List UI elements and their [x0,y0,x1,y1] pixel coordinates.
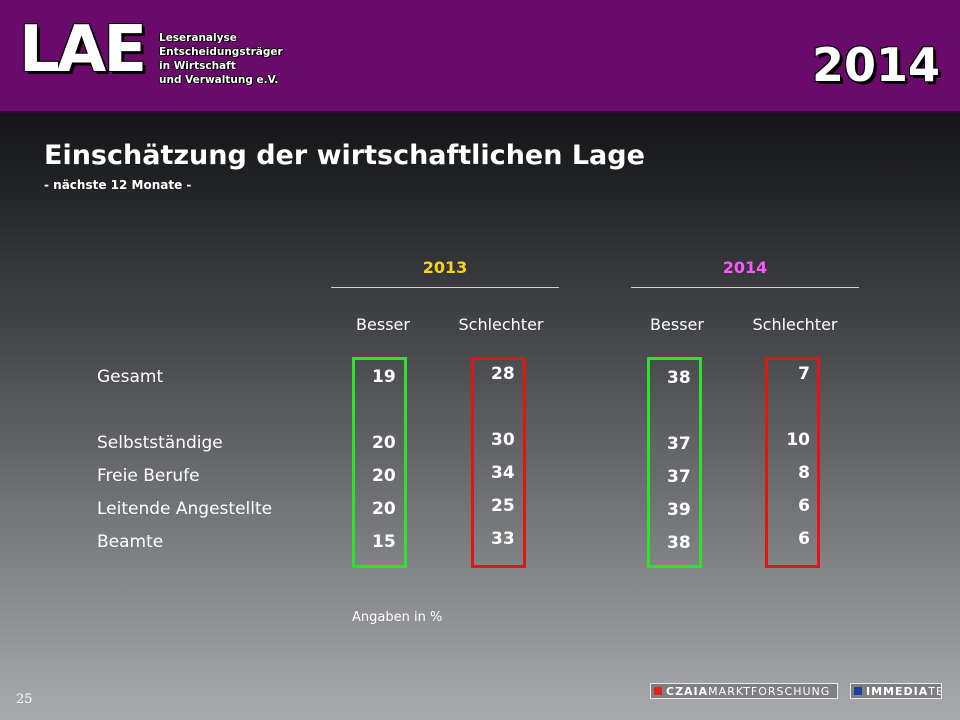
value-cell: 39 [667,500,691,520]
value-cell: 34 [491,463,515,483]
value-cell: 8 [798,463,810,483]
row-label-beamte: Beamte [97,532,164,552]
value-cell: 38 [667,533,691,553]
value-cell: 20 [372,433,396,453]
column-box-schlechter-2013 [471,357,526,568]
page-number: 25 [16,692,33,707]
value-cell: 37 [667,434,691,454]
column-box-besser-2014 [647,357,702,568]
group-underline-2014 [631,287,859,288]
value-cell: 15 [372,532,396,552]
immediate-square-icon [854,687,862,695]
column-box-schlechter-2014 [765,357,820,568]
immediate-logo: IMMEDIATE [850,683,942,699]
col-header-schlechter-2013: Schlechter [458,315,544,334]
group-underline-2013 [331,287,559,288]
column-box-besser-2013 [352,357,407,568]
row-label-freie-berufe: Freie Berufe [97,466,200,486]
row-label-leitende-angestellte: Leitende Angestellte [97,499,273,519]
row-label-selbststaendige: Selbstständige [97,433,223,453]
value-cell: 19 [372,367,396,387]
value-cell: 7 [798,364,810,384]
group-header-2013: 2013 [422,258,468,277]
value-cell: 20 [372,499,396,519]
slide-subtitle: - nächste 12 Monate - [44,178,192,192]
col-header-besser-2014: Besser [650,315,704,334]
row-label-gesamt: Gesamt [97,367,164,387]
value-cell: 33 [491,529,515,549]
org-line: Leseranalyse [159,32,237,44]
value-cell: 10 [786,430,810,450]
value-cell: 38 [667,368,691,388]
group-header-2014: 2014 [722,258,768,277]
slide-title: Einschätzung der wirtschaftlichen Lage [44,140,645,171]
col-header-schlechter-2014: Schlechter [752,315,838,334]
brand-immediate-rest: TE [928,684,941,698]
brand-immediate-bold: IMMEDIA [866,684,929,698]
brand-czaia-bold: CZAIA [666,684,709,698]
value-cell: 6 [798,496,810,516]
value-cell: 28 [491,364,515,384]
org-line: Entscheidungsträger [159,46,283,58]
value-cell: 25 [491,496,515,516]
org-line: und Verwaltung e.V. [159,74,279,86]
unit-note: Angaben in % [352,610,443,625]
value-cell: 20 [372,466,396,486]
org-line: in Wirtschaft [159,60,236,72]
lae-logo: LAE [19,13,147,87]
value-cell: 30 [491,430,515,450]
czaia-logo: CZAIA MARKTFORSCHUNG [650,683,838,699]
value-cell: 37 [667,467,691,487]
brand-czaia-rest: MARKTFORSCHUNG [708,684,831,698]
header-bar: LAE Leseranalyse Entscheidungsträger in … [0,0,960,113]
org-name: Leseranalyse Entscheidungsträger in Wirt… [159,31,283,87]
year-badge: 2014 [811,38,940,92]
value-cell: 6 [798,529,810,549]
col-header-besser-2013: Besser [356,315,410,334]
czaia-square-icon [654,687,662,695]
